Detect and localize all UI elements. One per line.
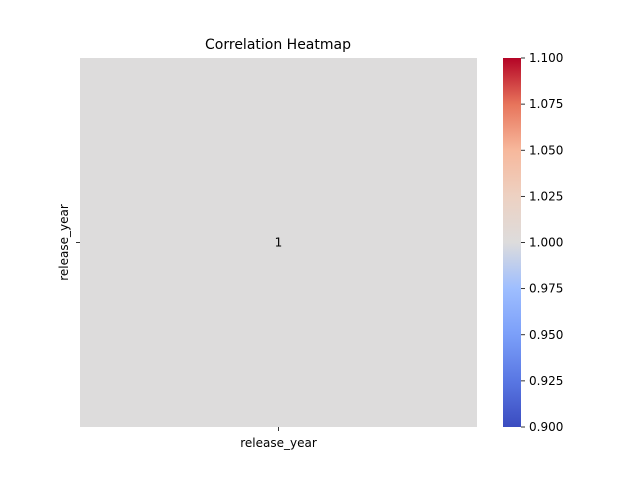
- cell-annotation: 1: [275, 236, 283, 250]
- colorbar-ticks: 0.900 0.925 0.950 0.975 1.000 1.025 1.050 1.075…: [521, 51, 563, 434]
- x-tick-label: release_year: [240, 436, 317, 450]
- x-axis: release_year: [240, 427, 317, 450]
- heatmap-cell: [80, 58, 477, 427]
- colorbar-tick-label: 1.075: [529, 97, 563, 111]
- colorbar-tick-label: 1.025: [529, 189, 563, 203]
- colorbar-gradient: [503, 58, 521, 427]
- heatmap-grid: 1: [80, 58, 477, 427]
- colorbar-tick-label: 0.975: [529, 282, 563, 296]
- y-tick-label: release_year: [57, 204, 71, 281]
- colorbar-tick-label: 0.950: [529, 328, 563, 342]
- colorbar-tick-label: 1.100: [529, 51, 563, 65]
- colorbar-tick-label: 1.000: [529, 236, 563, 250]
- y-axis: release_year: [57, 204, 80, 281]
- colorbar-tick-label: 1.050: [529, 143, 563, 157]
- colorbar-tick-label: 0.900: [529, 420, 563, 434]
- colorbar-tick-label: 0.925: [529, 374, 563, 388]
- chart-title: Correlation Heatmap: [205, 37, 351, 53]
- colorbar: 0.900 0.925 0.950 0.975 1.000 1.025 1.050 1.075…: [503, 51, 563, 434]
